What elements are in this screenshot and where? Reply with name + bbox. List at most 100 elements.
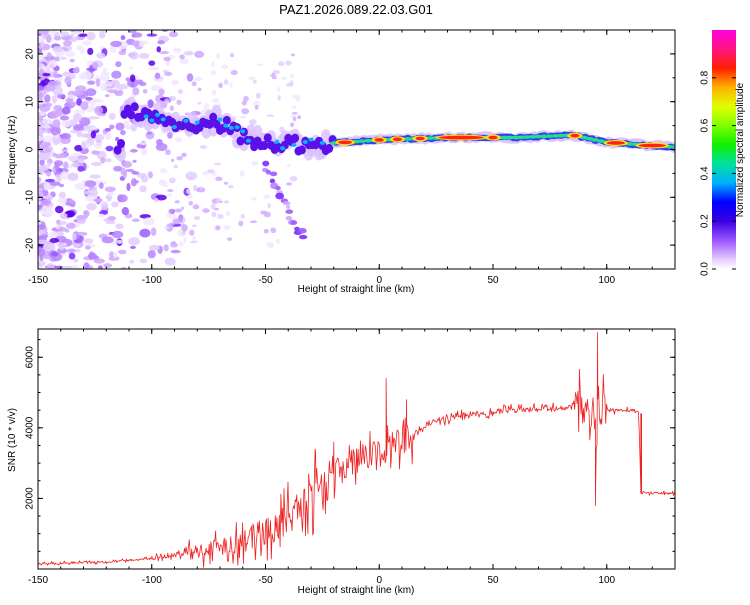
spectrogram-noise-blob <box>74 66 80 74</box>
spectrogram-ridge-core <box>297 145 306 155</box>
spectrogram-noise-blob <box>42 73 51 77</box>
spectrogram-ridge-inner <box>671 145 675 149</box>
spectrogram-noise-blob <box>179 54 185 60</box>
spectrogram-ytick-label: -10 <box>25 190 36 205</box>
spectrogram-noise-blob <box>255 92 261 99</box>
spectrogram-noise-blob <box>271 72 276 77</box>
spectrogram-noise-blob <box>229 82 233 88</box>
spectrogram-noise-blob <box>38 260 46 267</box>
spectrogram-xtick-label: -100 <box>142 275 162 286</box>
spectrogram-noise-blob <box>194 50 205 58</box>
spectrogram-noise-blob <box>129 245 136 249</box>
spectrogram-noise-blob <box>289 176 298 182</box>
spectrogram-noise-blob <box>291 112 298 115</box>
spectrogram-noise-blob <box>46 52 52 61</box>
spectrogram-noise-blob <box>43 129 49 133</box>
spectrogram-noise-blob <box>39 159 45 166</box>
spectrogram-noise-blob <box>104 186 116 192</box>
spectrogram-noise-blob <box>138 53 150 59</box>
spectrogram-noise-blob <box>275 238 280 244</box>
spectrogram-noise-blob <box>53 70 58 78</box>
spectrogram-noise-blob <box>77 165 84 172</box>
spectrogram-noise-blob <box>38 93 45 98</box>
spectrogram-noise-blob <box>110 40 122 48</box>
spectrogram-noise-blob <box>162 69 169 73</box>
spectrogram-noise-blob <box>129 148 138 153</box>
snr-ytick-label: 2000 <box>25 487 36 510</box>
spectrogram-ridge-core <box>260 141 269 151</box>
spectrogram-noise-blob <box>187 176 195 181</box>
spectrogram-ridge-peak <box>488 135 498 140</box>
spectrogram-noise-blob <box>188 200 193 206</box>
spectrogram-noise-blob <box>74 182 87 191</box>
spectrogram-noise-blob <box>93 258 105 264</box>
spectrogram-noise-blob <box>256 63 263 67</box>
spectrogram-noise-blob <box>162 181 169 188</box>
spectrogram-noise-blob <box>100 201 109 210</box>
spectrogram-noise-blob <box>73 258 79 263</box>
spectrogram-noise-blob <box>93 198 103 203</box>
spectrogram-noise-blob <box>193 215 201 221</box>
spectrogram-xtick-label: -50 <box>258 275 273 286</box>
spectrogram-noise-blob <box>277 61 285 67</box>
spectrogram-noise-blob <box>158 88 165 96</box>
spectrogram-ridge-peak <box>438 135 484 140</box>
spectrogram-ridge-core <box>205 119 214 129</box>
spectrogram-noise-blob <box>118 249 127 255</box>
spectrogram-noise-blob <box>171 158 175 163</box>
spectrogram-noise-blob <box>128 237 140 246</box>
spectrogram-noise-blob <box>65 98 74 103</box>
spectrogram-noise-blob <box>69 101 77 107</box>
spectrogram-noise-blob <box>172 218 181 225</box>
spectrogram-noise-blob <box>67 172 79 182</box>
spectrogram-noise-blob <box>61 120 72 128</box>
spectrogram-branch-blob <box>275 185 281 191</box>
spectrogram-noise-blob <box>286 163 291 168</box>
spectrogram-noise-blob <box>129 51 139 60</box>
colorbar-tick-label: 0.4 <box>700 166 711 180</box>
spectrogram-noise-blob <box>188 229 195 236</box>
spectrogram-ridge-inner <box>308 137 314 142</box>
spectrogram-noise-blob <box>148 244 160 251</box>
spectrogram-ridge-inner <box>217 117 223 122</box>
spectrogram-noise-blob <box>120 266 127 269</box>
spectrogram-noise-blob <box>167 131 173 139</box>
spectrogram-noise-blob <box>156 138 163 146</box>
spectrogram-noise-blob <box>53 160 64 167</box>
spectrogram-noise-blob <box>228 184 234 189</box>
spectrogram-ytick-label: 20 <box>25 48 36 60</box>
spectrogram-noise-blob <box>142 217 155 226</box>
spectrogram-noise-blob <box>91 150 101 155</box>
spectrogram-noise-blob <box>181 231 186 235</box>
snr-xtick-label: 50 <box>487 575 499 586</box>
spectrogram-ridge-inner <box>234 125 240 130</box>
spectrogram-noise-blob <box>165 61 171 66</box>
spectrogram-noise-blob <box>211 172 218 176</box>
colorbar-tick-label: 0.6 <box>700 118 711 132</box>
spectrogram-ridge-peak <box>638 143 666 148</box>
spectrogram-noise-blob <box>38 35 44 43</box>
colorbar: 0.0 0.2 0.4 0.6 0.8 Normalized spectral ampl… <box>700 30 746 276</box>
spectrogram-noise-blob <box>171 79 180 86</box>
spectrogram-noise-blob <box>221 64 229 70</box>
spectrogram-branch-blob <box>262 160 270 167</box>
snr-ylabel: SNR (10 * v/v) <box>7 408 18 472</box>
spectrogram-ridge-inner <box>154 112 160 117</box>
spectrogram-noise-blob <box>285 204 291 210</box>
spectrogram-noise-blob <box>207 169 215 174</box>
spectrogram-branch-blob <box>285 209 294 214</box>
spectrogram-noise-blob <box>76 131 83 138</box>
spectrogram-xtick-label: 0 <box>376 275 382 286</box>
spectrogram-noise-blob <box>113 165 123 172</box>
spectrogram-noise-blob <box>103 263 113 268</box>
spectrogram-marks <box>38 30 675 269</box>
spectrogram-noise-blob <box>139 141 147 146</box>
spectrogram-noise-blob <box>100 156 106 164</box>
spectrogram-noise-blob <box>183 236 187 243</box>
spectrogram-noise-blob <box>85 96 93 101</box>
spectrogram-noise-blob <box>91 188 98 198</box>
spectrogram-noise-blob <box>51 95 58 104</box>
spectrogram-noise-blob <box>53 35 62 41</box>
